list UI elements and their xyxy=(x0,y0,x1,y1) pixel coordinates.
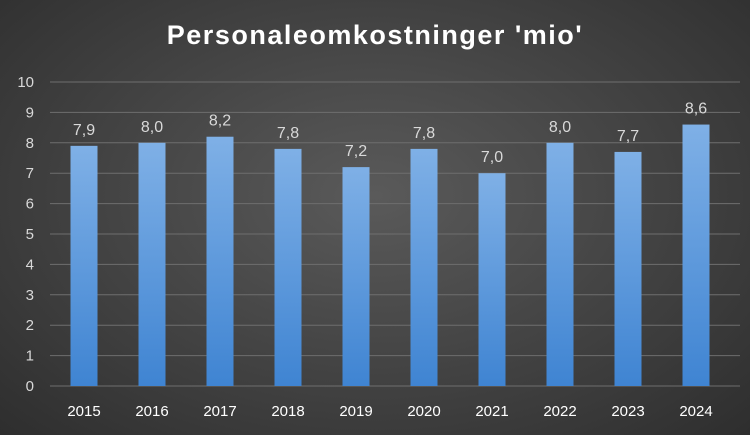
y-tick-label: 9 xyxy=(26,104,34,121)
y-tick-label: 3 xyxy=(26,287,34,304)
y-tick-label: 6 xyxy=(26,196,34,213)
bar xyxy=(614,151,642,386)
bar xyxy=(138,142,166,386)
data-label: 7,2 xyxy=(345,143,367,160)
data-label: 8,0 xyxy=(141,119,163,136)
y-tick-label: 10 xyxy=(17,74,34,91)
data-label: 8,2 xyxy=(209,113,231,130)
x-tick-label: 2019 xyxy=(339,403,372,420)
y-tick-label: 5 xyxy=(26,226,34,243)
y-tick-label: 7 xyxy=(26,165,34,182)
x-tick-label: 2020 xyxy=(407,403,440,420)
bar xyxy=(682,124,710,386)
bar xyxy=(342,167,370,386)
labels: 0 1 2 3 4 5 6 7 8 9 10 7,9 2015 8,0 2016 8,2 2017 7,8 2018… xyxy=(17,74,712,420)
y-tick-label: 0 xyxy=(26,378,34,395)
data-label: 7,0 xyxy=(481,149,503,166)
bars xyxy=(70,124,710,386)
data-label: 7,8 xyxy=(413,125,435,142)
bar xyxy=(546,142,574,386)
y-tick-label: 8 xyxy=(26,135,34,152)
data-label: 7,8 xyxy=(277,125,299,142)
bar xyxy=(478,173,506,386)
x-tick-label: 2021 xyxy=(475,403,508,420)
bar xyxy=(274,148,302,386)
y-tick-label: 1 xyxy=(26,348,34,365)
x-tick-label: 2024 xyxy=(679,403,712,420)
chart-title: Personaleomkostninger 'mio' xyxy=(166,20,584,50)
x-tick-label: 2015 xyxy=(67,403,100,420)
y-tick-label: 4 xyxy=(26,256,34,273)
x-tick-label: 2023 xyxy=(611,403,644,420)
x-tick-label: 2017 xyxy=(203,403,236,420)
y-tick-label: 2 xyxy=(26,317,34,334)
bar xyxy=(410,148,438,386)
x-tick-label: 2016 xyxy=(135,403,168,420)
data-label: 8,6 xyxy=(685,101,707,118)
x-tick-label: 2022 xyxy=(543,403,576,420)
data-label: 7,9 xyxy=(73,122,95,139)
bar xyxy=(206,136,234,386)
data-label: 7,7 xyxy=(617,128,639,145)
x-tick-label: 2018 xyxy=(271,403,304,420)
bar xyxy=(70,145,98,386)
data-label: 8,0 xyxy=(549,119,571,136)
